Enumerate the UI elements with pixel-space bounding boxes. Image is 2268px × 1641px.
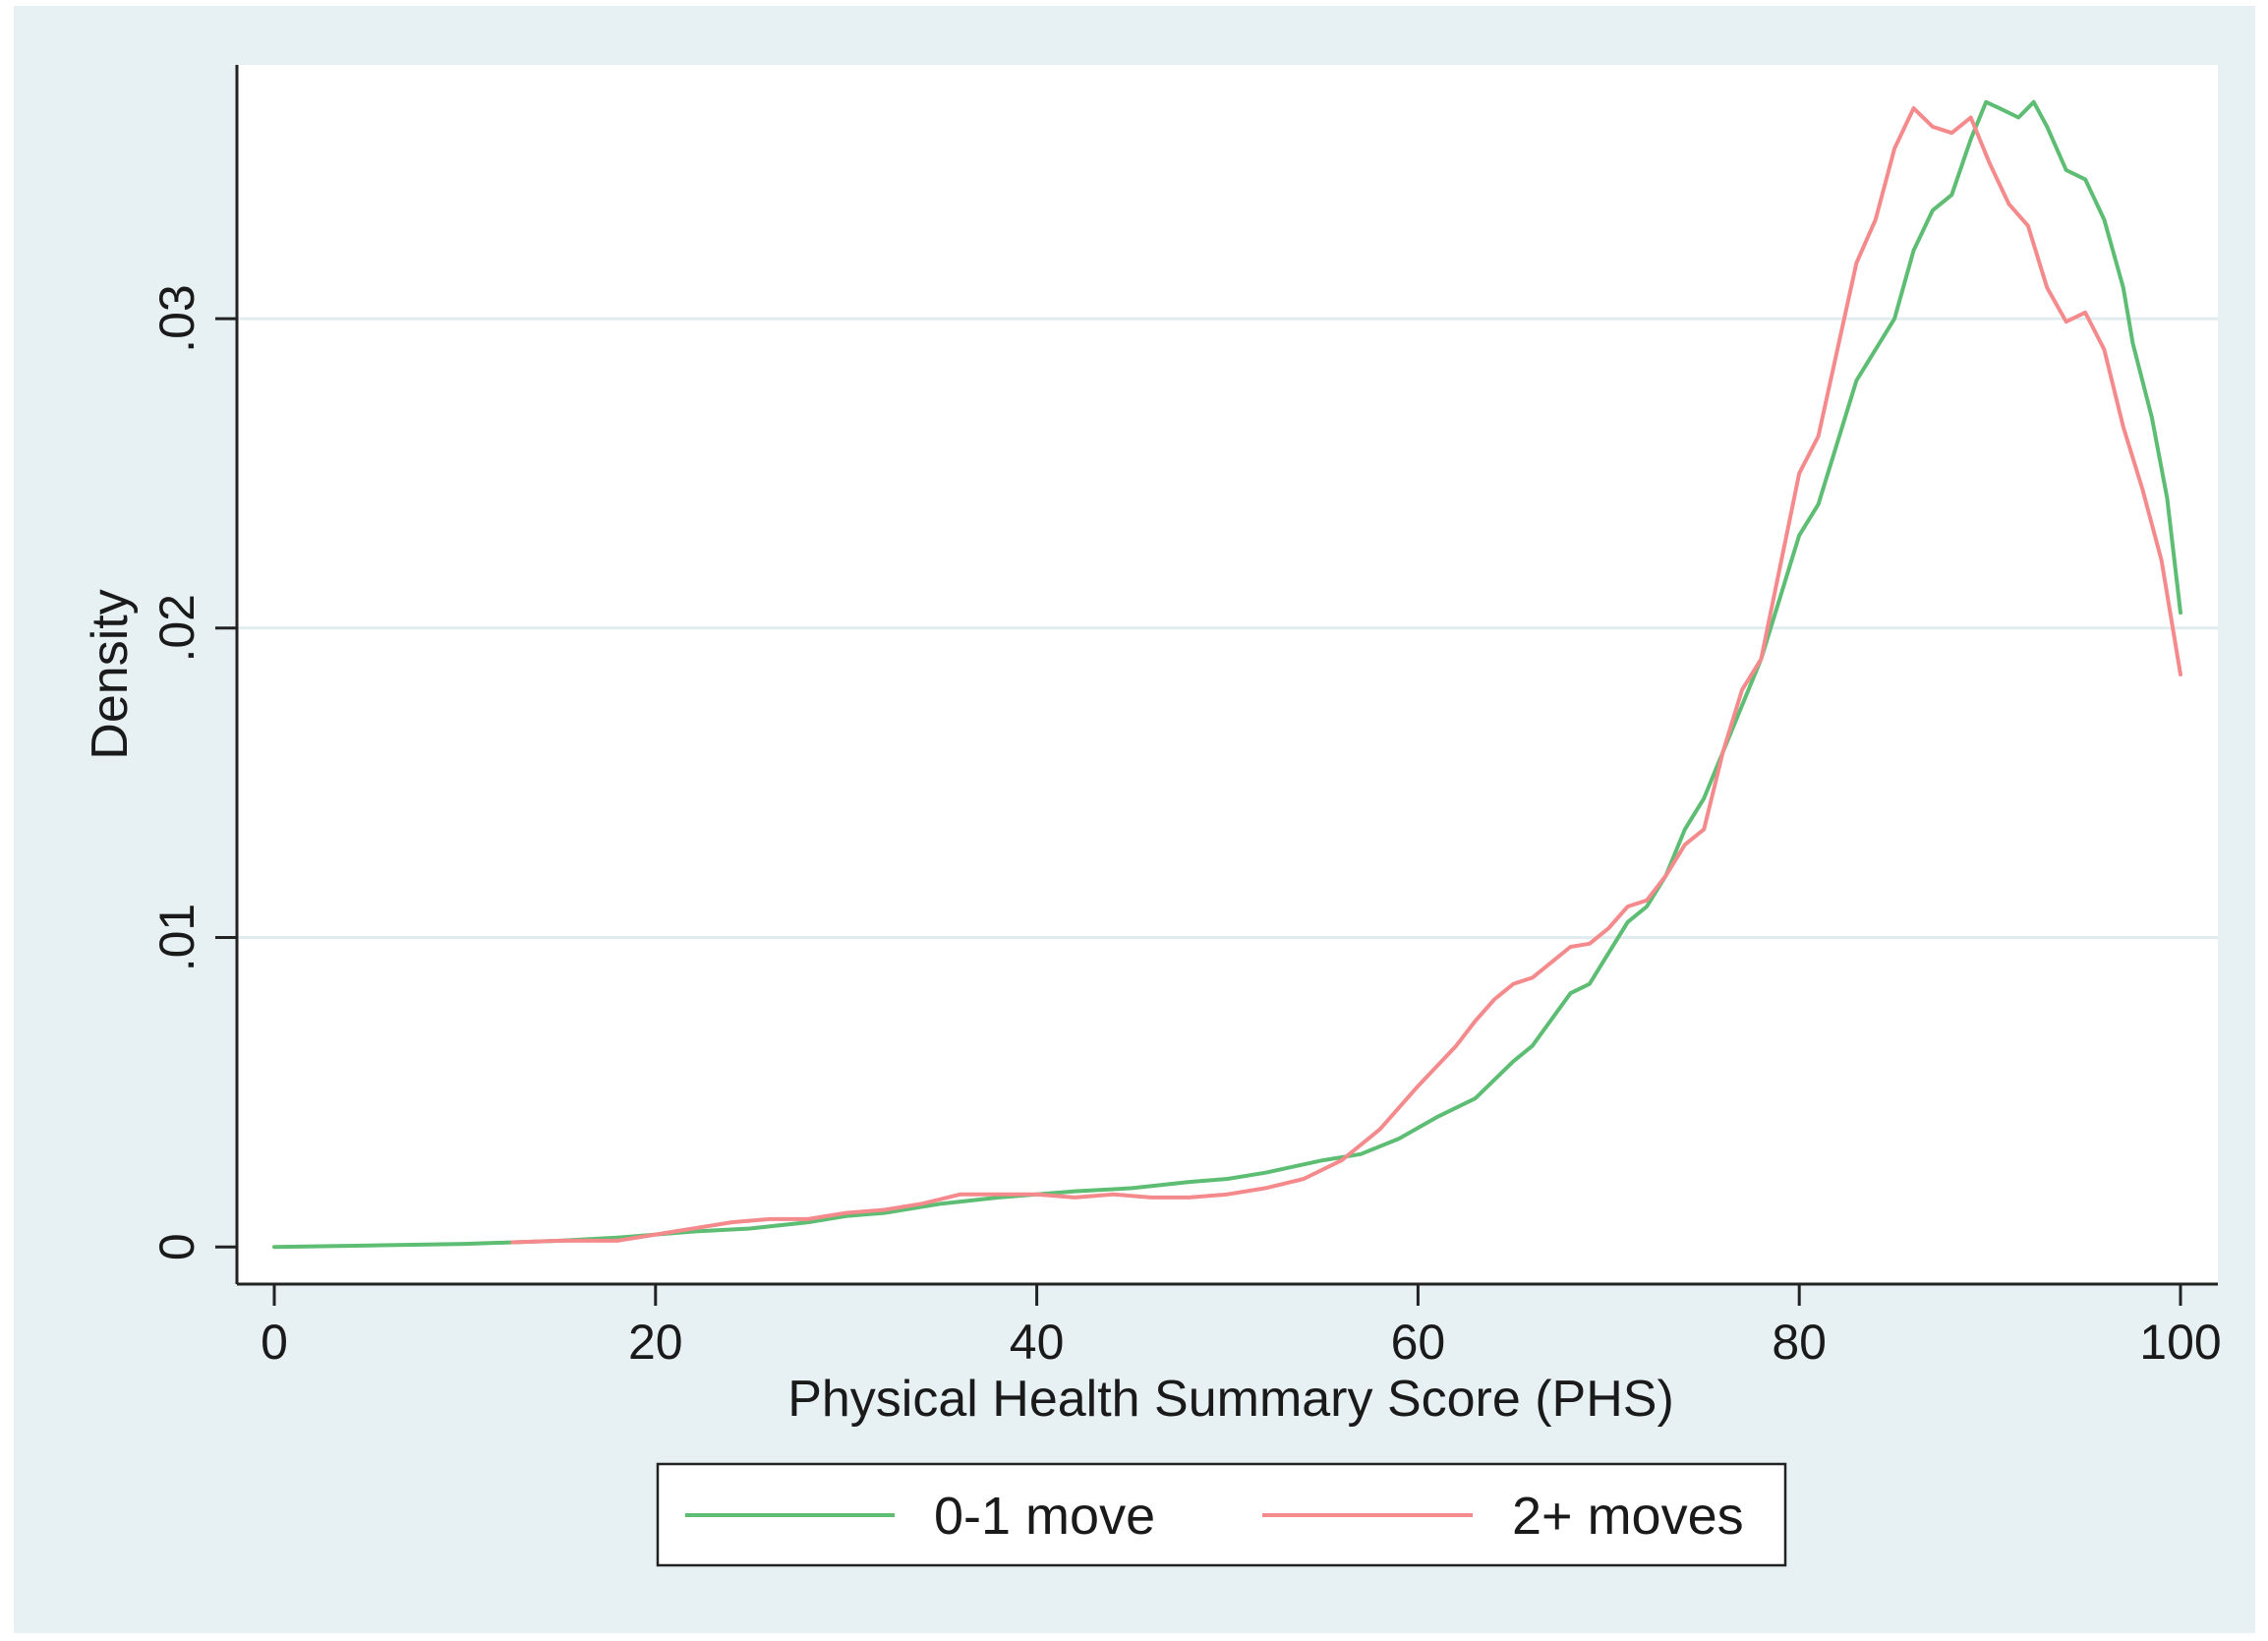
x-axis-title: Physical Health Summary Score (PHS): [787, 1371, 1674, 1428]
series-layer: [272, 99, 2182, 1250]
axes: [235, 65, 2218, 1286]
y-tick-label-3: .03: [149, 284, 204, 353]
x-tick-label-0: 0: [261, 1315, 288, 1370]
series-line-0: [272, 99, 2182, 1250]
y-tick-label-0: 0: [149, 1233, 204, 1260]
x-tick-label-4: 80: [1772, 1315, 1827, 1370]
x-tick-label-3: 60: [1391, 1315, 1446, 1370]
y-axis-ticks: 0 .01 .02 .03: [149, 284, 237, 1260]
x-tick-label-2: 40: [1010, 1315, 1065, 1370]
x-tick-label-1: 20: [628, 1315, 683, 1370]
x-tick-label-5: 100: [2139, 1315, 2221, 1370]
y-tick-label-2: .02: [149, 594, 204, 663]
legend: 0-1 move 2+ moves: [656, 1462, 1787, 1567]
x-axis-ticks: 0 20 40 60 80 100: [261, 1284, 2222, 1370]
legend-label-0-1-move: 0-1 move: [934, 1487, 1155, 1546]
series-line-1: [510, 106, 2182, 1245]
legend-label-2-plus-moves: 2+ moves: [1512, 1487, 1744, 1546]
gridlines: [237, 317, 2218, 940]
plot-area: [237, 65, 2218, 1284]
y-tick-label-1: .01: [149, 904, 204, 972]
y-axis-title: Density: [82, 589, 139, 759]
